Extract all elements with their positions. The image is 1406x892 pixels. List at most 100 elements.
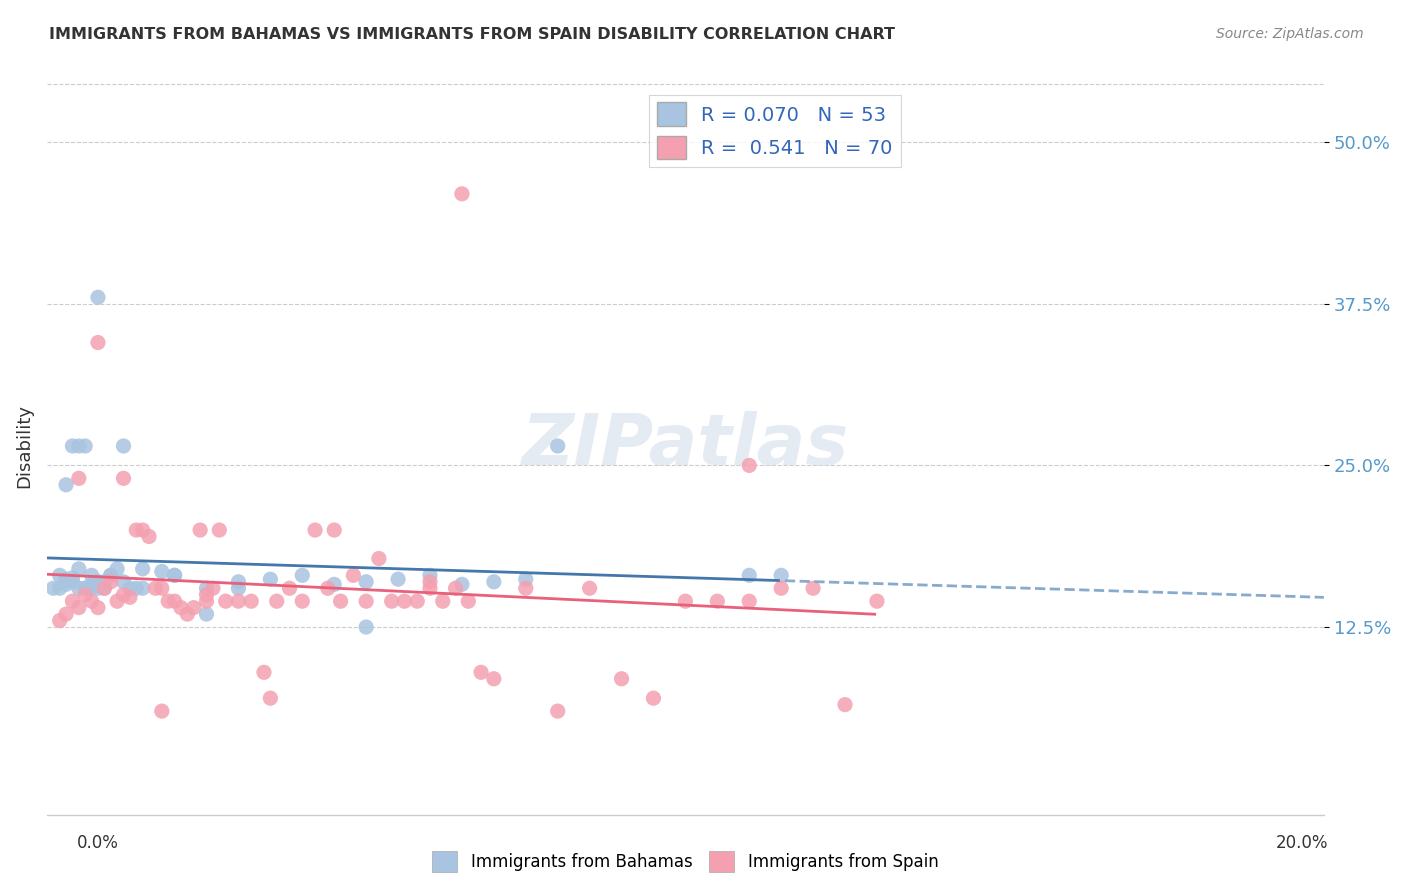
Point xyxy=(866,594,889,608)
Point xyxy=(188,523,211,537)
Point xyxy=(578,581,600,595)
Point xyxy=(145,581,167,595)
Legend: R = 0.070   N = 53, R =  0.541   N = 70: R = 0.070 N = 53, R = 0.541 N = 70 xyxy=(650,95,901,168)
Point xyxy=(673,594,696,608)
Point xyxy=(183,600,205,615)
Point xyxy=(67,581,90,595)
Point xyxy=(342,568,364,582)
Point xyxy=(125,523,148,537)
Point xyxy=(105,594,128,608)
Point xyxy=(316,581,339,595)
Point xyxy=(118,591,141,605)
Point xyxy=(131,523,153,537)
Point xyxy=(706,594,728,608)
Point xyxy=(195,588,218,602)
Point xyxy=(738,594,761,608)
Point xyxy=(62,571,84,585)
Point xyxy=(55,477,77,491)
Point xyxy=(470,665,492,680)
Text: ZIPatlas: ZIPatlas xyxy=(522,411,849,481)
Point xyxy=(228,581,250,595)
Point xyxy=(278,581,301,595)
Point xyxy=(131,562,153,576)
Point xyxy=(367,551,389,566)
Point xyxy=(228,594,250,608)
Point xyxy=(354,574,377,589)
Point xyxy=(62,574,84,589)
Point xyxy=(150,565,173,579)
Point xyxy=(163,568,186,582)
Point xyxy=(67,562,90,576)
Point xyxy=(48,568,70,582)
Point xyxy=(93,581,115,595)
Point xyxy=(87,574,110,589)
Point xyxy=(419,581,441,595)
Point xyxy=(240,594,263,608)
Point xyxy=(323,577,346,591)
Point xyxy=(87,581,110,595)
Point xyxy=(62,439,84,453)
Point xyxy=(118,581,141,595)
Point xyxy=(163,594,186,608)
Point xyxy=(87,574,110,589)
Point xyxy=(100,568,122,582)
Point xyxy=(67,439,90,453)
Point xyxy=(610,672,633,686)
Point xyxy=(100,574,122,589)
Point xyxy=(87,335,110,350)
Point xyxy=(215,594,238,608)
Point xyxy=(547,704,569,718)
Point xyxy=(253,665,276,680)
Point xyxy=(55,607,77,621)
Point xyxy=(157,594,180,608)
Point xyxy=(67,600,90,615)
Point xyxy=(406,594,429,608)
Point xyxy=(419,574,441,589)
Point xyxy=(131,581,153,595)
Point xyxy=(195,607,218,621)
Point xyxy=(62,594,84,608)
Point xyxy=(770,581,793,595)
Point xyxy=(42,581,65,595)
Point xyxy=(75,581,97,595)
Point xyxy=(208,523,231,537)
Point xyxy=(93,581,115,595)
Point xyxy=(482,672,505,686)
Point xyxy=(112,439,135,453)
Point xyxy=(112,471,135,485)
Point xyxy=(738,568,761,582)
Point xyxy=(195,581,218,595)
Point xyxy=(55,572,77,586)
Point xyxy=(259,691,281,706)
Point xyxy=(801,581,824,595)
Point xyxy=(75,439,97,453)
Point xyxy=(394,594,416,608)
Point xyxy=(170,600,193,615)
Point xyxy=(354,620,377,634)
Point xyxy=(75,588,97,602)
Point xyxy=(112,574,135,589)
Point xyxy=(80,577,103,591)
Point xyxy=(323,523,346,537)
Point xyxy=(228,574,250,589)
Point xyxy=(80,594,103,608)
Point xyxy=(547,439,569,453)
Point xyxy=(482,574,505,589)
Point xyxy=(643,691,665,706)
Point xyxy=(329,594,352,608)
Point xyxy=(100,568,122,582)
Point xyxy=(150,581,173,595)
Point xyxy=(457,594,479,608)
Text: 20.0%: 20.0% xyxy=(1277,834,1329,852)
Point xyxy=(515,581,537,595)
Point xyxy=(515,572,537,586)
Point xyxy=(304,523,326,537)
Text: 0.0%: 0.0% xyxy=(77,834,120,852)
Point xyxy=(163,568,186,582)
Point xyxy=(55,577,77,591)
Point xyxy=(195,594,218,608)
Point xyxy=(834,698,856,712)
Point xyxy=(48,581,70,595)
Point xyxy=(93,574,115,589)
Point xyxy=(48,614,70,628)
